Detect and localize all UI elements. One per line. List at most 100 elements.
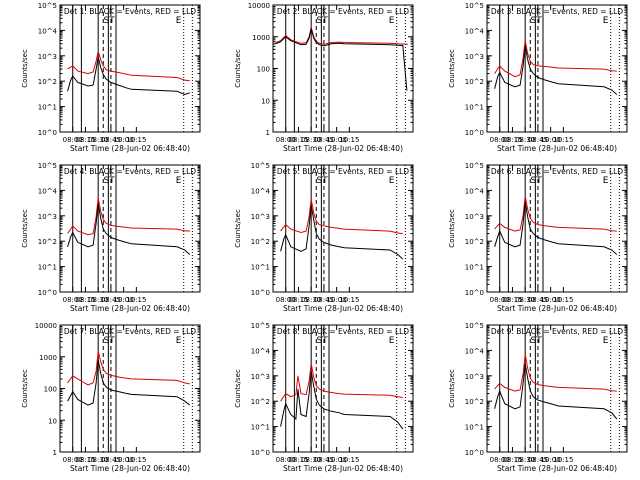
x-tick-label: 10:15 bbox=[339, 456, 359, 464]
y-axis-label: Counts/sec bbox=[234, 209, 242, 248]
y-tick-label: 10^5 bbox=[465, 2, 484, 10]
x-axis-label: Start Time (28-Jun-02 06:48:40) bbox=[70, 464, 190, 473]
marker-label: T bbox=[108, 336, 115, 346]
panel-title: Det 5: BLACK = Events, RED = LLD bbox=[277, 167, 409, 176]
panel-title: Det 4: BLACK = Events, RED = LLD bbox=[64, 167, 196, 176]
y-tick-label: 10^1 bbox=[465, 104, 484, 112]
y-axis-label: Counts/sec bbox=[21, 49, 29, 88]
x-tick-label: 08:30 bbox=[88, 456, 108, 464]
x-tick-label: 10:15 bbox=[126, 456, 146, 464]
y-tick-label: 10^3 bbox=[38, 53, 57, 61]
marker-label: E bbox=[603, 16, 609, 26]
series-line-events bbox=[280, 371, 404, 430]
panel-frame bbox=[486, 324, 628, 453]
y-tick-label: 10^2 bbox=[38, 78, 57, 86]
series-line-lld bbox=[67, 51, 190, 82]
y-tick-label: 10^4 bbox=[465, 187, 485, 195]
y-tick-label: 10^3 bbox=[465, 373, 484, 381]
marker-label: S bbox=[316, 336, 322, 346]
x-tick-label: 10:15 bbox=[339, 296, 359, 304]
series-line-events bbox=[67, 56, 190, 96]
y-axis-label: Counts/sec bbox=[21, 209, 29, 248]
y-tick-label: 10^5 bbox=[251, 322, 270, 330]
marker-label: T bbox=[535, 336, 542, 346]
x-tick-label: 08:15 bbox=[502, 296, 522, 304]
marker-label: T bbox=[321, 16, 328, 26]
panel-frame bbox=[272, 164, 414, 293]
y-tick-label: 10^0 bbox=[38, 289, 57, 297]
y-axis-label: Counts/sec bbox=[21, 369, 29, 408]
series-line-lld bbox=[67, 197, 190, 236]
x-axis-label: Start Time (28-Jun-02 06:48:40) bbox=[497, 144, 617, 153]
series-line-events bbox=[67, 203, 191, 255]
x-tick-label: 10:15 bbox=[553, 456, 573, 464]
x-tick-label: 08:30 bbox=[301, 456, 321, 464]
marker-label: S bbox=[530, 16, 536, 26]
series-line-events bbox=[494, 45, 618, 95]
y-tick-label: 10^0 bbox=[465, 449, 484, 457]
x-tick-label: 08:30 bbox=[301, 296, 321, 304]
x-tick-label: 08:45 bbox=[101, 456, 121, 464]
y-tick-label: 10^4 bbox=[465, 27, 485, 35]
x-tick-label: 08:45 bbox=[528, 136, 548, 144]
x-tick-label: 10:00 bbox=[541, 136, 561, 144]
x-tick-label: 10:00 bbox=[327, 456, 347, 464]
y-tick-label: 10^4 bbox=[251, 347, 271, 355]
y-tick-label: 10 bbox=[261, 97, 270, 105]
x-tick-label: 08:45 bbox=[101, 136, 121, 144]
x-tick-label: 08:45 bbox=[528, 296, 548, 304]
y-tick-label: 10^4 bbox=[251, 187, 271, 195]
y-tick-label: 10^4 bbox=[465, 347, 485, 355]
marker-label: E bbox=[389, 336, 395, 346]
marker-label: S bbox=[316, 16, 322, 26]
y-axis-label: Counts/sec bbox=[448, 49, 456, 88]
series-line-lld bbox=[280, 199, 403, 235]
y-tick-label: 10^3 bbox=[38, 213, 57, 221]
y-tick-label: 10^2 bbox=[251, 398, 270, 406]
marker-label: S bbox=[103, 176, 109, 186]
marker-label: T bbox=[535, 176, 542, 186]
panel-title: Det 7: BLACK = Events, RED = LLD bbox=[64, 327, 196, 336]
y-tick-label: 10^1 bbox=[251, 264, 270, 272]
y-tick-label: 10^0 bbox=[465, 129, 484, 137]
panel-frame bbox=[486, 164, 628, 293]
y-tick-label: 10^0 bbox=[251, 289, 270, 297]
x-tick-label: 08:30 bbox=[88, 296, 108, 304]
y-tick-label: 10^3 bbox=[465, 213, 484, 221]
x-tick-label: 10:00 bbox=[327, 296, 347, 304]
x-tick-label: 08:00 bbox=[276, 456, 296, 464]
y-tick-label: 10^3 bbox=[465, 53, 484, 61]
y-tick-label: 10^0 bbox=[251, 449, 270, 457]
y-tick-label: 10000 bbox=[35, 322, 57, 330]
x-tick-label: 10:00 bbox=[114, 456, 134, 464]
y-tick-label: 10^2 bbox=[38, 238, 57, 246]
x-axis-label: Start Time (28-Jun-02 06:48:40) bbox=[283, 144, 403, 153]
x-tick-label: 08:30 bbox=[515, 136, 535, 144]
marker-label: E bbox=[603, 176, 609, 186]
marker-label: S bbox=[530, 176, 536, 186]
y-axis-label: Counts/sec bbox=[234, 369, 242, 408]
x-tick-label: 08:15 bbox=[75, 456, 95, 464]
x-tick-label: 08:15 bbox=[288, 456, 308, 464]
x-tick-label: 10:15 bbox=[126, 136, 146, 144]
marker-label: E bbox=[176, 16, 182, 26]
series-line-lld bbox=[494, 195, 617, 232]
y-tick-label: 10^3 bbox=[251, 213, 270, 221]
marker-label: E bbox=[603, 336, 609, 346]
series-line-lld bbox=[494, 354, 617, 392]
x-tick-label: 08:15 bbox=[502, 136, 522, 144]
marker-label: T bbox=[321, 336, 328, 346]
y-tick-label: 100 bbox=[257, 66, 270, 74]
y-tick-label: 10^0 bbox=[38, 129, 57, 137]
y-tick-label: 10^2 bbox=[465, 238, 484, 246]
panel-title: Det 1: BLACK = Events, RED = LLD bbox=[64, 7, 196, 16]
x-axis-label: Start Time (28-Jun-02 06:48:40) bbox=[283, 304, 403, 313]
series-line-lld bbox=[280, 363, 403, 402]
x-tick-label: 08:15 bbox=[75, 136, 95, 144]
panel-title: Det 2: BLACK = Events, RED = LLD bbox=[277, 7, 409, 16]
